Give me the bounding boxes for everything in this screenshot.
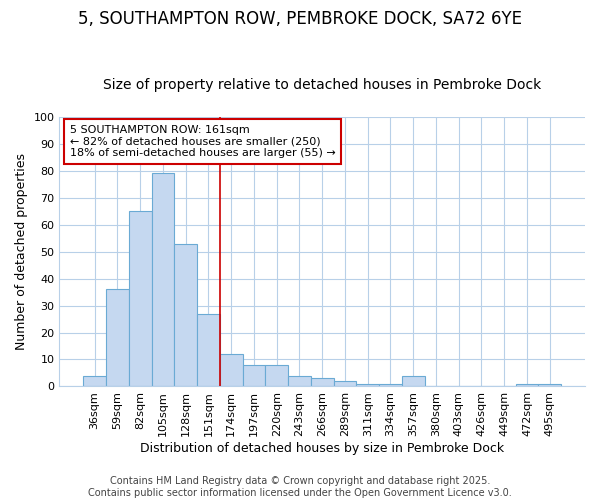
Bar bbox=[106, 290, 129, 386]
Bar bbox=[515, 384, 538, 386]
Bar bbox=[311, 378, 334, 386]
Bar bbox=[379, 384, 402, 386]
Y-axis label: Number of detached properties: Number of detached properties bbox=[15, 153, 28, 350]
Bar bbox=[175, 244, 197, 386]
Text: Contains HM Land Registry data © Crown copyright and database right 2025.
Contai: Contains HM Land Registry data © Crown c… bbox=[88, 476, 512, 498]
Bar bbox=[288, 376, 311, 386]
Bar bbox=[538, 384, 561, 386]
Text: 5 SOUTHAMPTON ROW: 161sqm
← 82% of detached houses are smaller (250)
18% of semi: 5 SOUTHAMPTON ROW: 161sqm ← 82% of detac… bbox=[70, 125, 335, 158]
Title: Size of property relative to detached houses in Pembroke Dock: Size of property relative to detached ho… bbox=[103, 78, 541, 92]
Bar bbox=[197, 314, 220, 386]
Bar bbox=[129, 211, 152, 386]
Bar bbox=[265, 365, 288, 386]
Bar bbox=[402, 376, 425, 386]
Bar bbox=[83, 376, 106, 386]
Text: 5, SOUTHAMPTON ROW, PEMBROKE DOCK, SA72 6YE: 5, SOUTHAMPTON ROW, PEMBROKE DOCK, SA72 … bbox=[78, 10, 522, 28]
Bar bbox=[152, 174, 175, 386]
X-axis label: Distribution of detached houses by size in Pembroke Dock: Distribution of detached houses by size … bbox=[140, 442, 504, 455]
Bar bbox=[220, 354, 242, 386]
Bar bbox=[334, 381, 356, 386]
Bar bbox=[242, 365, 265, 386]
Bar bbox=[356, 384, 379, 386]
